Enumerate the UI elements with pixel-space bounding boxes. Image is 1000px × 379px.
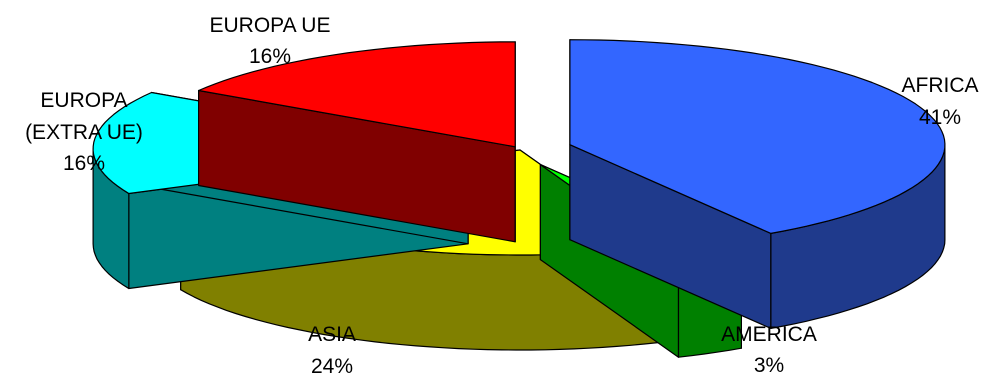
value-asia: 24% bbox=[311, 355, 353, 378]
label-europa-ue: EUROPA UE bbox=[210, 14, 331, 37]
label-america: AMERICA bbox=[721, 323, 817, 346]
pie-slices bbox=[92, 39, 946, 358]
value-europa-extra-ue: 16% bbox=[63, 152, 105, 175]
slice-africa bbox=[569, 39, 946, 329]
value-america: 3% bbox=[754, 354, 784, 377]
slice-top bbox=[198, 41, 516, 148]
label-africa: AFRICA bbox=[901, 74, 978, 97]
label-europa-extra-ue-line2: (EXTRA UE) bbox=[25, 121, 143, 144]
value-africa: 41% bbox=[919, 106, 961, 129]
slice-top bbox=[569, 39, 946, 234]
label-europa-extra-ue-line1: EUROPA bbox=[40, 89, 127, 112]
value-europa-ue: 16% bbox=[249, 45, 291, 68]
slice-europa-ue bbox=[198, 41, 516, 243]
label-asia: ASIA bbox=[308, 323, 356, 346]
